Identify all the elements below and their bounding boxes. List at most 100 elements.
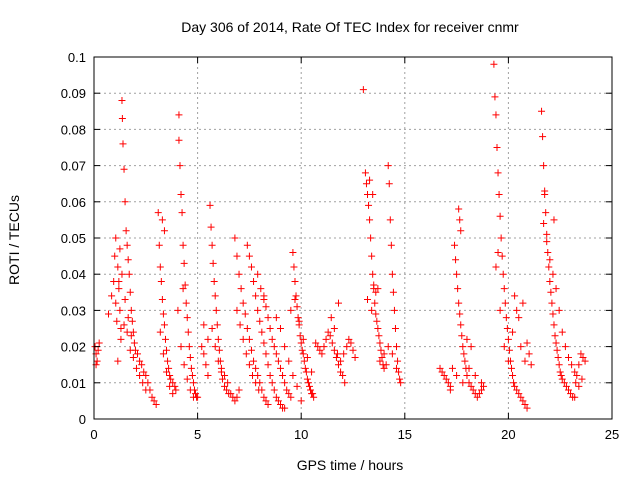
data-point [181,281,189,289]
data-point [214,357,222,365]
data-point [388,270,396,278]
data-point [351,353,359,361]
data-point [221,372,229,380]
data-point [341,379,349,387]
data-point [375,332,383,340]
data-point [308,368,316,376]
data-point [209,259,217,267]
data-point [257,285,265,293]
data-point [318,350,326,358]
data-point [152,401,160,409]
x-tick-label: 20 [501,427,515,442]
data-point [568,361,576,369]
data-point [243,325,251,332]
data-point [307,386,315,394]
data-point [204,372,212,380]
data-point [126,346,134,354]
data-point [207,223,215,231]
data-point [347,339,355,347]
data-point [169,390,177,398]
data-point [543,238,551,246]
data-point [134,350,142,358]
data-point [384,162,392,170]
data-point [223,386,231,394]
data-point [457,321,465,329]
data-point [289,248,297,256]
data-point [297,397,305,405]
data-point [301,364,309,372]
data-point [491,93,499,101]
data-point [539,133,547,141]
data-point [159,350,167,358]
data-point [395,368,403,376]
y-tick-label: 0 [79,412,86,427]
data-point [268,335,276,343]
data-point [180,259,188,267]
data-point [156,328,164,336]
data-point [293,303,301,311]
data-point [285,390,293,398]
data-point [345,335,353,343]
data-point [554,353,562,361]
data-point [252,364,260,372]
data-point [221,382,229,390]
data-point [334,299,342,307]
data-point [158,296,166,304]
data-point [573,372,581,380]
data-point [515,314,523,322]
data-point [333,350,341,358]
data-point [567,390,575,398]
y-tick-label: 0.06 [61,195,86,210]
data-point [326,332,334,340]
data-point [155,241,163,249]
data-point [218,375,226,383]
data-point [183,314,191,322]
data-point [124,314,132,322]
data-point [366,176,374,184]
data-point [211,292,219,300]
data-point [546,277,554,285]
data-point [175,111,183,119]
data-point [264,361,272,369]
data-point [369,270,377,278]
data-point [551,332,559,340]
data-point [243,241,251,249]
data-point [494,248,502,256]
data-point [480,382,488,390]
data-point [164,357,172,365]
data-point [294,314,302,322]
data-point [500,285,508,293]
data-point [369,191,377,199]
data-point [304,379,312,387]
data-point [224,379,232,387]
data-point [385,180,393,188]
data-point [241,310,249,318]
data-point [542,209,550,217]
data-point [119,140,127,148]
data-point [285,357,293,365]
data-point [129,353,137,361]
data-point [235,386,243,394]
data-point [172,386,180,394]
data-point [444,379,452,387]
data-point [189,379,197,387]
data-point [371,299,379,307]
data-point [396,375,404,383]
data-point [553,346,561,354]
data-point [247,263,255,271]
data-point [260,292,268,300]
data-point [129,328,137,336]
y-tick-label: 0.01 [61,376,86,391]
data-point [455,205,463,213]
data-point [179,285,187,293]
y-tick-label: 0.07 [61,159,86,174]
data-point [557,372,565,380]
data-point [163,346,171,354]
data-point [362,180,370,188]
data-point [453,372,461,380]
data-point [549,310,557,318]
data-point [132,364,140,372]
data-point [374,285,382,293]
data-point [492,263,500,271]
data-point [245,335,253,343]
